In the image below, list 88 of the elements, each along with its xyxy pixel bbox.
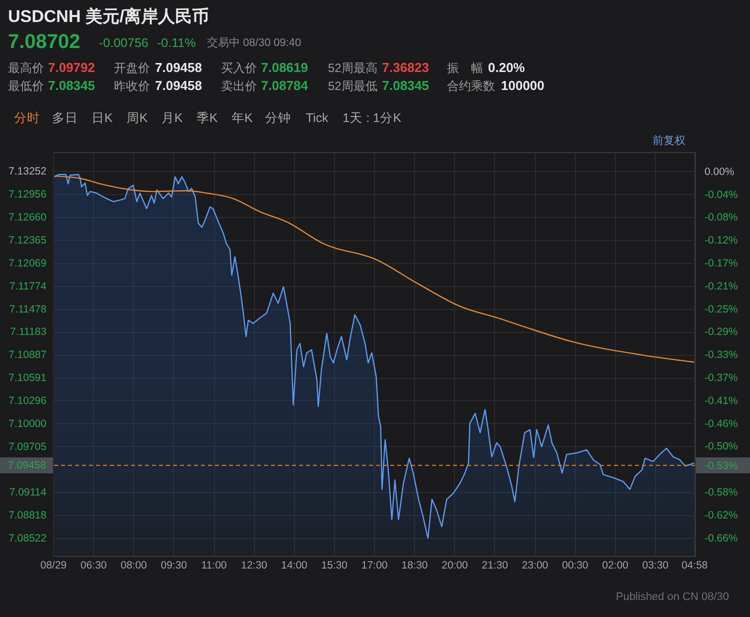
y2-tick-label: -0.37%: [704, 372, 738, 384]
text: 振 幅: [447, 61, 483, 75]
text: 7.08784: [261, 78, 309, 93]
y2-tick-label: -0.04%: [704, 188, 738, 201]
y-tick-label: 7.09114: [9, 486, 47, 499]
x-tick-label: 21:30: [482, 560, 508, 572]
text: 7.09792: [48, 60, 95, 75]
y-tick-label: 7.10296: [8, 394, 47, 407]
y-tick-label: 7.12365: [8, 234, 47, 247]
y2-tick-label: -0.62%: [704, 509, 738, 522]
x-tick-label: 04:58: [681, 560, 708, 572]
text: 分钟: [265, 111, 291, 125]
text: 昨收价: [114, 79, 150, 93]
text: 52周最高: [328, 61, 378, 75]
y2-tick-label: -0.66%: [704, 532, 738, 544]
y-tick-label: 7.10000: [8, 418, 47, 430]
y-tick-label: 7.11183: [10, 326, 47, 338]
text: -0.00756: [99, 36, 148, 50]
ref-line-label: 7.09458: [8, 459, 46, 472]
text: -0.11%: [157, 36, 196, 50]
y-tick-label: 7.11478: [9, 303, 47, 316]
x-tick-label: 12:30: [240, 560, 268, 572]
x-tick-label: 08:00: [120, 560, 148, 572]
text: 最高价: [8, 61, 44, 75]
chart-title: USDCNH 美元/离岸人民币: [8, 7, 210, 26]
y2-tick-label: -0.50%: [704, 440, 738, 453]
text: 1天 : 1分K: [342, 111, 402, 125]
y2-tick-label: -0.08%: [704, 212, 738, 224]
text: 年K: [231, 111, 254, 125]
y-tick-label: 7.12069: [8, 257, 47, 270]
y2-tick-label: -0.17%: [704, 258, 738, 270]
text: 7.09458: [155, 78, 202, 93]
x-tick-label: 00:30: [562, 560, 588, 572]
text: 52周最低: [328, 79, 378, 93]
y-tick-label: 7.10887: [8, 349, 47, 362]
text: 分时: [14, 111, 40, 125]
text: 7.09458: [155, 60, 202, 75]
y-tick-label: 7.09705: [8, 440, 47, 453]
y-tick-label: 7.08818: [8, 510, 47, 522]
text: 交易中 08/30 09:40: [207, 36, 302, 49]
x-tick-label: 14:00: [281, 560, 308, 572]
y2-tick-label: -0.58%: [704, 486, 738, 498]
text: 7.08702: [8, 31, 80, 53]
y2-tick-label: 0.00%: [704, 166, 734, 178]
y-tick-label: 7.12956: [8, 188, 47, 201]
text: 7.36823: [382, 60, 429, 75]
text: 最低价: [8, 79, 44, 93]
text: 买入价: [221, 61, 257, 75]
x-tick-label: 20:00: [442, 560, 468, 572]
y-tick-label: 7.11774: [9, 280, 47, 292]
x-tick-label: 08/29: [40, 560, 67, 572]
x-tick-label: 17:00: [361, 560, 388, 572]
text: 卖出价: [221, 79, 257, 93]
y-tick-label: 7.13252: [8, 166, 47, 178]
text: 季K: [196, 111, 218, 125]
text: 月K: [161, 111, 184, 125]
text: 7.08619: [261, 60, 308, 75]
y2-tick-label: -0.41%: [704, 394, 738, 407]
y-tick-label: 7.10591: [8, 372, 47, 384]
y2-tick-label: -0.21%: [704, 280, 738, 292]
y-tick-label: 7.08522: [8, 532, 47, 545]
y-tick-label: 7.12660: [8, 212, 47, 224]
y2-tick-label: -0.12%: [704, 234, 738, 247]
text: Tick: [306, 111, 329, 125]
x-tick-label: 11:00: [201, 560, 227, 572]
y2-tick-label: -0.53%: [704, 460, 738, 472]
x-tick-label: 18:30: [401, 560, 428, 572]
x-tick-label: 15:30: [321, 560, 348, 572]
text: 7.08345: [382, 78, 429, 93]
text: 开盘价: [114, 61, 150, 75]
text: 7.08345: [48, 78, 95, 93]
x-tick-label: 09:30: [160, 560, 188, 572]
text: 周K: [126, 111, 148, 125]
y2-tick-label: -0.33%: [704, 349, 738, 362]
y2-tick-label: -0.29%: [704, 326, 738, 338]
text: 100000: [501, 78, 544, 93]
text: 前复权: [652, 135, 686, 147]
text: 多日: [52, 111, 78, 125]
text: Published on CN 08/30: [616, 591, 729, 603]
x-tick-label: 02:00: [602, 560, 629, 572]
text: 日K: [91, 111, 114, 125]
y2-tick-label: -0.46%: [704, 418, 738, 430]
x-tick-label: 06:30: [80, 560, 107, 572]
text: 0.20%: [488, 60, 526, 75]
x-tick-label: 03:30: [642, 560, 669, 572]
text: 合约乘数: [447, 79, 495, 93]
y2-tick-label: -0.25%: [704, 303, 738, 316]
x-tick-label: 23:00: [522, 560, 548, 572]
